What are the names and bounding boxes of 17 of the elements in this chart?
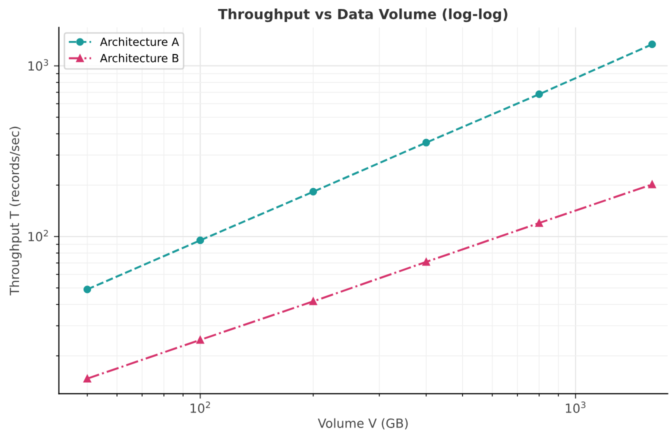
legend-label: Architecture A — [100, 37, 180, 46]
point — [648, 40, 656, 48]
point — [648, 180, 656, 188]
legend-label: Architecture B — [100, 54, 178, 62]
point — [83, 286, 92, 294]
point — [196, 236, 204, 244]
point — [535, 219, 543, 227]
point — [422, 138, 430, 146]
point — [83, 374, 92, 382]
point — [535, 90, 543, 98]
point — [422, 258, 430, 266]
point — [309, 188, 318, 196]
chart-title: Throughput vs Data Volume (log-log) — [218, 8, 508, 22]
y-axis-title: Throughput T (records/sec) — [9, 126, 22, 296]
point — [309, 298, 318, 306]
x-axis-title: Volume V (GB) — [318, 418, 408, 430]
point — [196, 336, 204, 344]
